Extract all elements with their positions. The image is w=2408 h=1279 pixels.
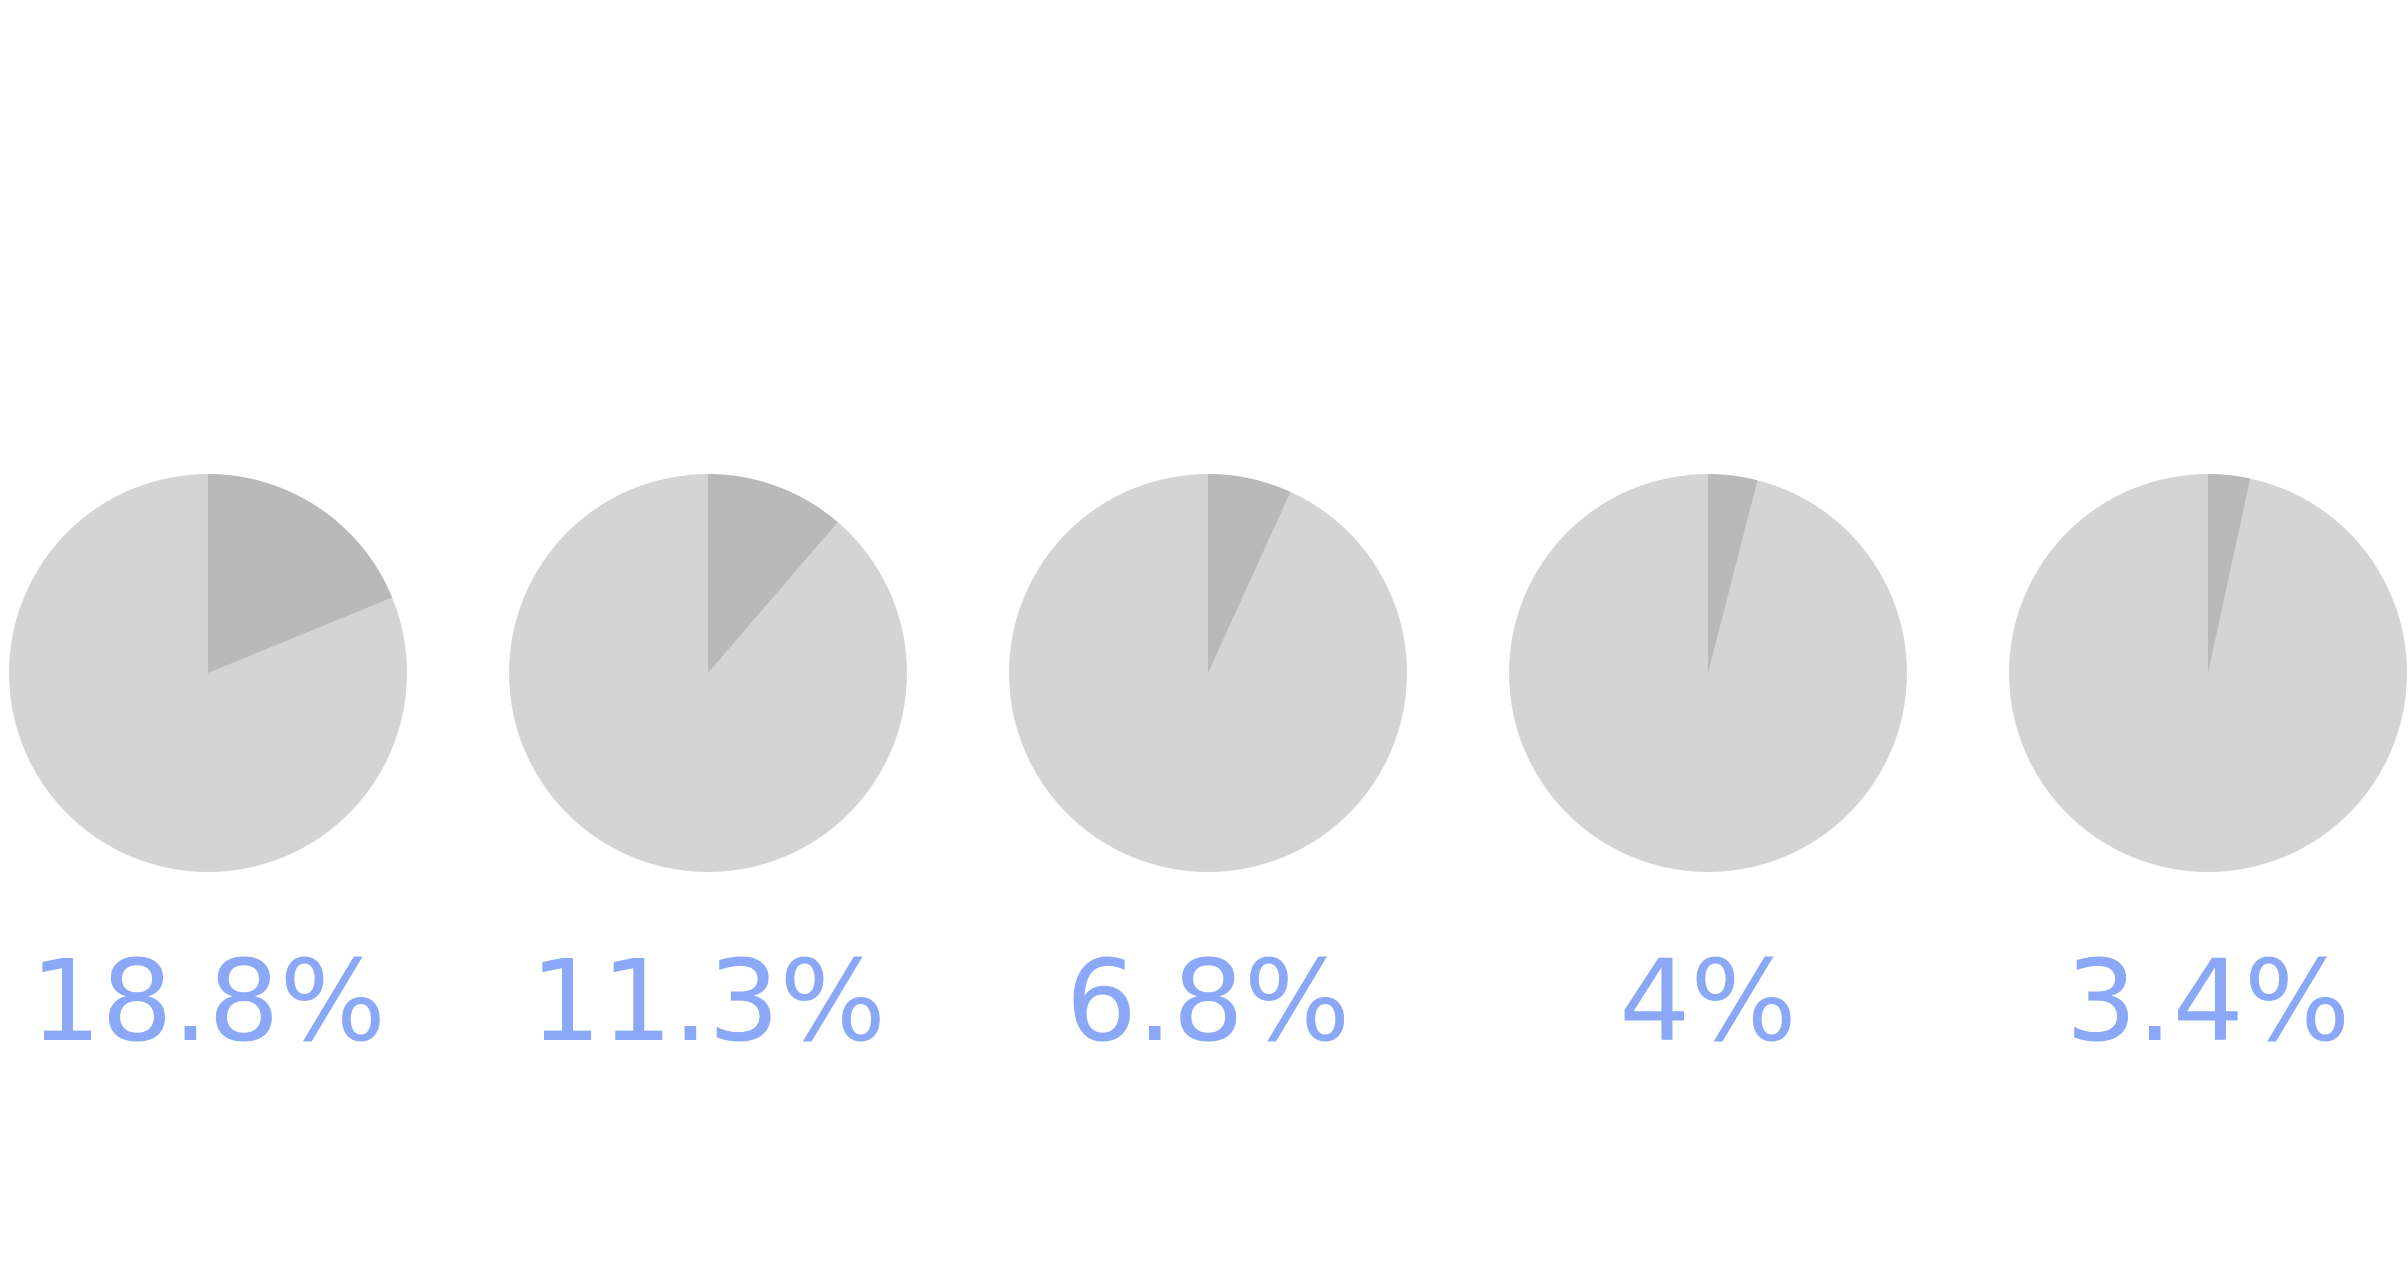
pie-slice xyxy=(1208,474,1291,673)
value-label: 6.8% xyxy=(1066,937,1351,1067)
value-label: 3.4% xyxy=(2066,937,2351,1067)
value-label: 11.3% xyxy=(530,937,886,1067)
pie-slice xyxy=(708,474,838,673)
pie-slice xyxy=(208,474,393,673)
pie-slice xyxy=(2208,474,2251,673)
value-label: 18.8% xyxy=(30,937,386,1067)
value-label: 4% xyxy=(1619,937,1797,1067)
pie-slice xyxy=(1708,474,1758,673)
